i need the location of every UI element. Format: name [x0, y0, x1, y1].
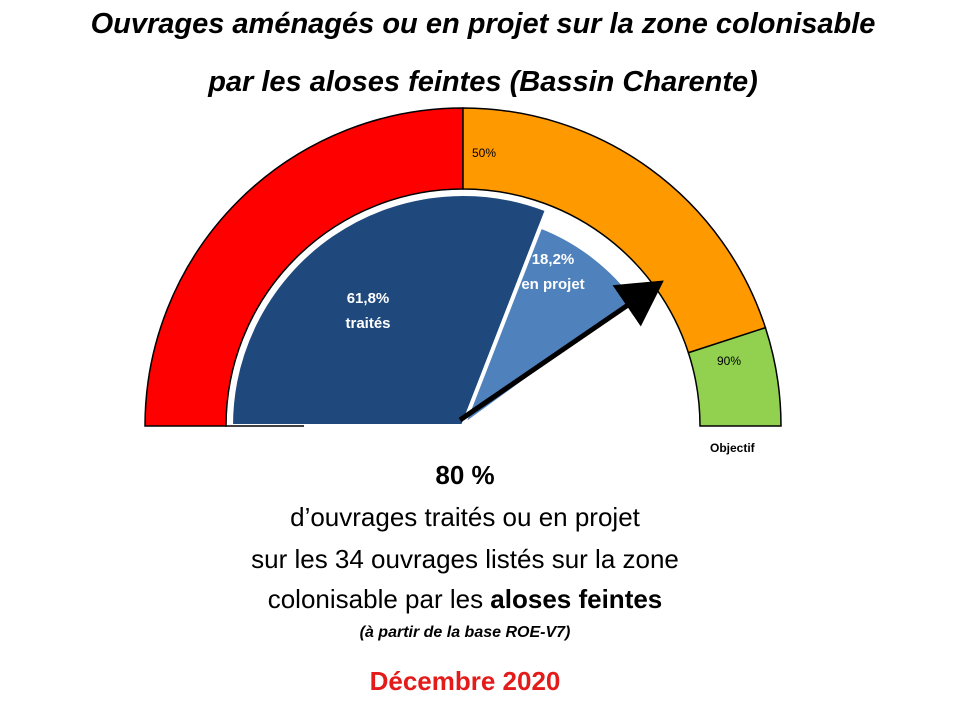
zone-label-90: 90%	[717, 354, 741, 368]
summary-line-3-species: aloses feintes	[490, 584, 663, 614]
gauge-chart: 50% 90% Objectif 61,8% traités 18,2% en …	[144, 107, 782, 455]
segment-en-projet-name: en projet	[521, 276, 584, 293]
report-date: Décembre 2020	[369, 666, 561, 696]
segment-en-projet-value: 18,2%	[532, 251, 575, 268]
summary-line-2: sur les 34 ouvrages listés sur la zone	[251, 544, 679, 574]
chart-title-line-2: par les aloses feintes (Bassin Charente)	[208, 66, 758, 98]
objectif-label: Objectif	[710, 441, 756, 455]
gauge-needle	[458, 280, 664, 423]
summary-line-3-prefix: colonisable par les	[267, 584, 491, 614]
gauge-segments	[229, 192, 639, 428]
gauge-zones	[144, 107, 782, 427]
segment-traites-value: 61,8%	[347, 290, 390, 307]
segment-traites-name: traités	[345, 315, 390, 332]
zone-label-50: 50%	[472, 146, 496, 160]
summary-percent: 80 %	[435, 460, 495, 490]
segment-traites	[229, 192, 550, 428]
gauge-zone-3	[687, 326, 782, 427]
chart-title-line-1: Ouvrages aménagés ou en projet sur la zo…	[90, 8, 876, 40]
source-note: (à partir de la base ROE-V7)	[359, 624, 571, 641]
summary-line-3: colonisable par les aloses feintes	[0, 582, 930, 617]
summary-line-1: d’ouvrages traités ou en projet	[290, 502, 640, 532]
